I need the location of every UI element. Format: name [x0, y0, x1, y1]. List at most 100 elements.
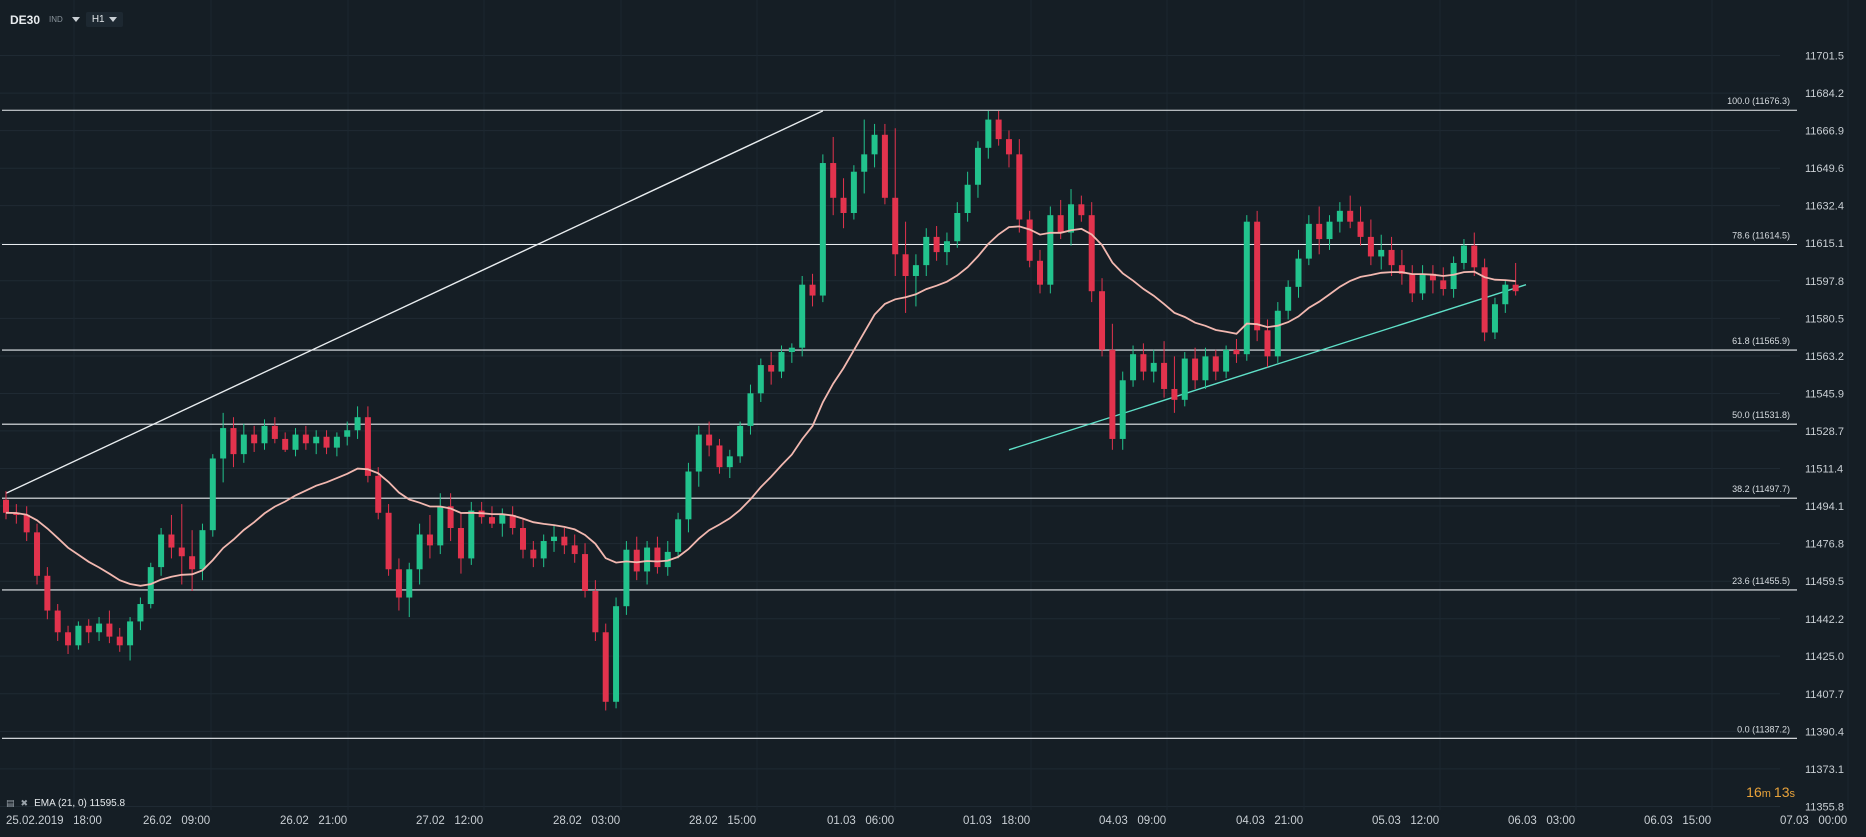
trendline-resistance[interactable] — [5, 110, 824, 494]
candle — [809, 273, 816, 307]
time-axis[interactable]: 25.02.2019 18:00 26.02 09:00 26.02 21:00 27… — [6, 815, 1847, 827]
candle-body — [34, 532, 41, 576]
candle-body — [1357, 221, 1364, 237]
candle-body — [364, 417, 371, 476]
candle-body — [1223, 349, 1230, 372]
candle — [509, 506, 516, 535]
symbol-dropdown-chevron-down-icon[interactable] — [71, 17, 80, 22]
candle-body — [840, 197, 847, 213]
symbol-label[interactable]: DE30 — [10, 12, 41, 27]
indicator-settings-icon[interactable]: ▤ — [6, 798, 15, 808]
candle — [819, 154, 826, 303]
candle-body — [395, 569, 402, 598]
candle — [788, 343, 795, 363]
price-tick-label: 11597.8 — [1805, 276, 1844, 288]
candle — [1192, 347, 1199, 389]
candle — [1099, 278, 1106, 357]
candle — [1026, 210, 1033, 268]
candle — [520, 519, 526, 559]
candle-body — [778, 352, 785, 372]
candle-body — [302, 434, 309, 444]
timeframe-value: H1 — [91, 14, 105, 25]
fib-level-label: 23.6 (11455.5) — [1732, 576, 1790, 586]
price-tick-label: 11494.1 — [1805, 501, 1844, 513]
candle — [292, 428, 299, 457]
candle — [1481, 258, 1488, 342]
remove-indicator-icon[interactable]: ✖ — [20, 798, 29, 808]
candle-body — [1388, 249, 1395, 266]
candle-body — [447, 506, 454, 528]
candle-body — [1068, 204, 1075, 233]
candle-body — [1171, 388, 1178, 400]
candle-body — [1512, 284, 1519, 292]
candle-body — [96, 623, 103, 633]
candle-body — [1398, 265, 1405, 274]
candle — [1502, 280, 1509, 313]
candle-body — [520, 527, 526, 550]
candle-body — [147, 567, 154, 605]
price-axis[interactable]: 11701.5 11684.2 11666.9 11649.6 11632.4 11615… — [1805, 51, 1844, 814]
candle — [354, 406, 361, 439]
candle — [220, 412, 227, 483]
candle-body — [1243, 221, 1250, 355]
candle-body — [1481, 267, 1488, 333]
price-tick-label: 11425.0 — [1805, 651, 1844, 663]
candle — [592, 580, 599, 641]
chevron-down-icon — [108, 17, 117, 22]
candle — [230, 417, 237, 468]
candle — [251, 425, 258, 452]
ema-line — [5, 225, 1516, 587]
candle-body — [344, 430, 351, 437]
candle — [1005, 130, 1012, 168]
candle — [158, 527, 165, 576]
candle-body — [1130, 354, 1137, 381]
price-tick-label: 11649.6 — [1805, 163, 1844, 175]
instrument-type-badge: IND — [49, 15, 63, 24]
candle — [1491, 297, 1498, 339]
candle — [1078, 195, 1085, 222]
candle — [1305, 215, 1312, 266]
candle-body — [1078, 204, 1085, 216]
price-tick-label: 11701.5 — [1805, 51, 1844, 63]
candle — [933, 226, 940, 261]
time-tick-label: 28.02 15:00 — [689, 815, 756, 827]
candle — [1388, 236, 1395, 276]
candle — [664, 541, 671, 576]
fibonacci-levels[interactable]: 100.0 (11676.3) 78.6 (11614.5) 61.8 (11565… — [2, 96, 1797, 739]
candle — [675, 512, 682, 559]
candle-body — [768, 365, 775, 372]
candle — [447, 493, 454, 542]
candle — [1285, 280, 1292, 320]
candle-body — [1150, 362, 1157, 372]
candle — [1130, 345, 1137, 387]
candle — [871, 123, 878, 168]
countdown-minute-unit: m — [1761, 788, 1771, 800]
timeframe-selector[interactable]: H1 — [85, 12, 123, 27]
candle — [1047, 206, 1054, 294]
candle — [85, 619, 92, 644]
candle-body — [716, 445, 723, 468]
candle-body — [240, 434, 247, 455]
candle — [923, 228, 930, 276]
price-tick-label: 11355.8 — [1805, 802, 1844, 814]
indicator-legend[interactable]: ▤ ✖ EMA (21, 0) 11595.8 — [6, 798, 125, 809]
candle — [96, 617, 103, 641]
candle-body — [923, 236, 930, 266]
candle — [540, 534, 547, 568]
candle — [685, 462, 692, 533]
time-tick-label: 26.02 21:00 — [280, 815, 347, 827]
candle-body — [726, 456, 733, 468]
candle-body — [582, 554, 589, 591]
candle-body — [209, 458, 216, 531]
candle-body — [416, 534, 423, 570]
candle — [1398, 249, 1405, 285]
candle-body — [861, 154, 868, 172]
candle — [613, 597, 620, 709]
candle-body — [220, 428, 227, 459]
candle-body — [1274, 310, 1281, 357]
candle — [644, 541, 651, 585]
candle-body — [499, 514, 506, 524]
candle — [1161, 341, 1168, 398]
